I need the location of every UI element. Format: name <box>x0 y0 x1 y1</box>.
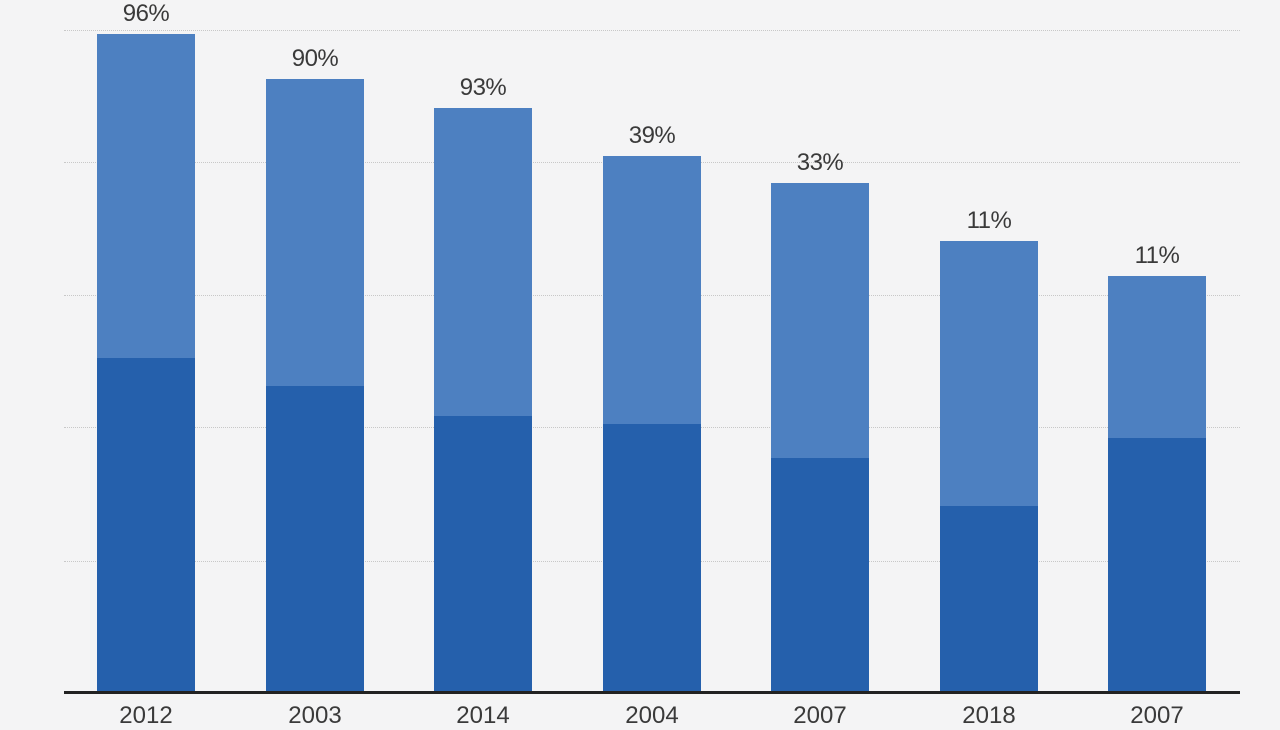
bar-upper-segment <box>1108 276 1206 438</box>
bar-lower-segment <box>771 458 869 691</box>
bar-value-label: 11% <box>966 207 1012 234</box>
x-axis-line <box>64 691 1240 694</box>
bar-2003 <box>266 79 364 691</box>
bar-value-label: 90% <box>291 45 339 72</box>
bar-upper-segment <box>940 241 1038 506</box>
bar-value-label: 93% <box>459 74 507 101</box>
x-axis-tick-label: 2014 <box>456 702 510 729</box>
bar-2007 <box>1108 276 1206 691</box>
x-axis-tick-label: 2004 <box>625 702 679 729</box>
x-axis-tick-label: 2003 <box>288 702 342 729</box>
bar-2004 <box>603 156 701 691</box>
x-axis-tick-label: 2007 <box>793 702 847 729</box>
bar-lower-segment <box>97 358 195 691</box>
x-axis-tick-label: 2007 <box>1130 702 1184 729</box>
x-axis-tick-label: 2018 <box>962 702 1016 729</box>
bar-2007 <box>771 183 869 691</box>
x-axis-tick-label: 2012 <box>119 702 173 729</box>
bar-lower-segment <box>434 416 532 691</box>
bar-upper-segment <box>434 108 532 416</box>
bar-lower-segment <box>940 506 1038 691</box>
bar-value-label: 39% <box>628 122 676 149</box>
bar-lower-segment <box>266 386 364 691</box>
bar-value-label: 33% <box>796 149 844 176</box>
bar-value-label: 96% <box>122 0 170 27</box>
bar-upper-segment <box>97 34 195 358</box>
bar-2012 <box>97 34 195 691</box>
bar-lower-segment <box>1108 438 1206 691</box>
bar-upper-segment <box>266 79 364 386</box>
bar-value-label: 11% <box>1134 242 1180 269</box>
bar-lower-segment <box>603 424 701 691</box>
bar-upper-segment <box>603 156 701 424</box>
gridline <box>64 30 1240 31</box>
bar-upper-segment <box>771 183 869 458</box>
bar-2018 <box>940 241 1038 691</box>
bar-2014 <box>434 108 532 691</box>
